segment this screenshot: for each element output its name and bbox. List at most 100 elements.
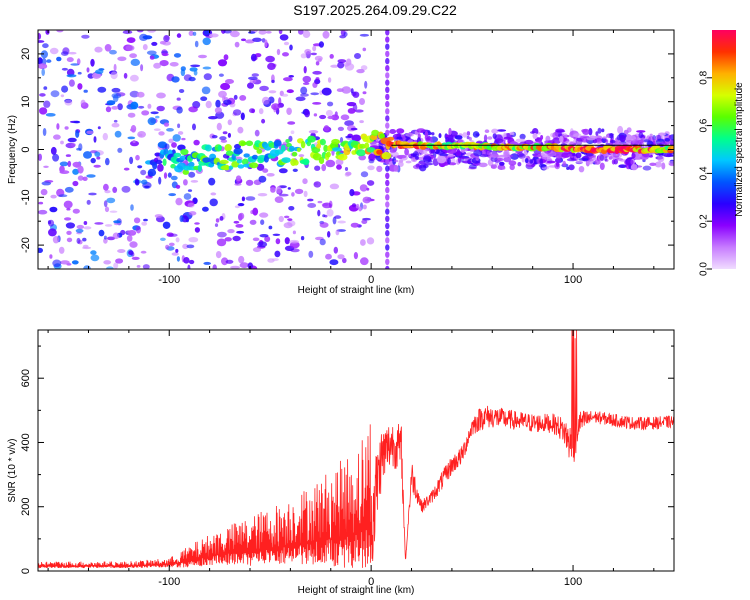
spectrogram-noise-blob <box>344 167 349 171</box>
spectrogram-marker-blob <box>385 244 390 251</box>
spectrogram-noise-blob <box>496 129 507 132</box>
spectrogram-noise-blob <box>103 260 112 265</box>
snr-x-tick-label: 0 <box>368 576 374 588</box>
spectrogram-noise-blob <box>591 157 598 160</box>
spectrogram-noise-blob <box>468 136 472 141</box>
spectrogram-ridge-blob <box>288 145 295 152</box>
spectrogram-noise-blob <box>111 106 119 110</box>
spectrogram-noise-blob <box>448 127 452 136</box>
spectrogram-noise-blob <box>327 101 334 107</box>
spectrogram-noise-blob <box>70 142 76 147</box>
spectrogram-noise-blob <box>125 45 135 51</box>
spectrogram-noise-blob <box>129 90 140 98</box>
spectrogram-noise-blob <box>113 63 117 72</box>
spectrogram-noise-blob <box>257 193 268 197</box>
spectrogram-noise-blob <box>321 164 327 172</box>
spectrogram-noise-blob <box>38 33 42 40</box>
spectrogram-noise-blob <box>503 149 510 158</box>
spectrogram-noise-blob <box>39 93 46 97</box>
spectrogram-noise-blob <box>284 215 290 219</box>
spectrogram-noise-blob <box>524 139 534 145</box>
spectrogram-ridge-blob <box>231 161 240 168</box>
spectrogram-noise-blob <box>102 132 109 141</box>
spectrogram-noise-blob <box>88 192 97 196</box>
snr-x-axis-label: Height of straight line (km) <box>298 585 415 596</box>
spectrogram-noise-blob <box>389 129 397 134</box>
spectrogram-noise-blob <box>38 209 48 215</box>
spectrogram-noise-blob <box>405 132 415 137</box>
spectrogram-noise-blob <box>98 229 105 237</box>
spectrogram-noise-blob <box>58 246 65 254</box>
spectrogram-noise-blob <box>494 138 504 144</box>
spectrogram-noise-blob <box>404 148 409 156</box>
spectrogram-noise-blob <box>352 203 356 208</box>
spectrogram-noise-blob <box>332 216 337 225</box>
spectrogram-noise-blob <box>67 137 77 143</box>
spectrogram-noise-blob <box>312 45 317 52</box>
spectrogram-noise-blob <box>60 94 65 98</box>
spectrogram-noise-blob <box>597 127 602 134</box>
spectrogram-noise-blob <box>312 70 322 75</box>
spectrogram-noise-blob <box>323 125 330 132</box>
spectrogram-noise-blob <box>566 158 577 162</box>
spectrogram-noise-blob <box>130 74 139 82</box>
spectrogram-noise-blob <box>307 203 317 208</box>
spectrogram-marker-blob <box>385 230 390 237</box>
spectrogram-noise-blob <box>49 47 59 55</box>
spectrogram-noise-blob <box>215 251 222 259</box>
spectrogram-noise-blob <box>93 164 101 168</box>
spectrogram-noise-blob <box>555 158 562 163</box>
spectrogram-ridge-blob <box>154 152 161 157</box>
spectrogram-noise-blob <box>177 123 181 129</box>
spectrogram-noise-blob <box>38 63 48 70</box>
spectrogram-noise-blob <box>343 31 348 37</box>
spectrogram-noise-blob <box>276 186 282 194</box>
spectrogram-noise-blob <box>322 202 332 209</box>
spectrogram-ridge-blob <box>307 135 316 143</box>
spectrogram-noise-blob <box>43 100 51 108</box>
spectrogram-noise-blob <box>350 88 354 94</box>
spectrogram-noise-blob <box>90 250 97 255</box>
spectrogram-ridge-blob <box>179 155 187 161</box>
spectrogram-noise-blob <box>336 164 342 170</box>
spectrogram-noise-blob <box>65 222 75 229</box>
spectrogram-noise-blob <box>538 164 547 168</box>
spectrogram-noise-blob <box>168 242 175 247</box>
spectrogram-noise-blob <box>110 71 118 80</box>
spectrogram-noise-blob <box>393 164 399 172</box>
spectrogram-noise-blob <box>239 95 247 101</box>
spectrogram-noise-blob <box>106 236 116 241</box>
spectrogram-noise-blob <box>123 167 130 171</box>
spectrogram-noise-blob <box>283 77 293 82</box>
spectrogram-noise-blob <box>45 113 56 117</box>
spectrogram-noise-blob <box>97 86 107 93</box>
spectrogram-noise-blob <box>188 106 198 113</box>
spectrogram-noise-blob <box>632 139 641 145</box>
spectrogram-noise-blob <box>127 136 136 140</box>
spectrogram-x-tick-label: -100 <box>158 274 180 286</box>
spectrogram-marker-blob <box>385 237 390 244</box>
spectrogram-noise-blob <box>83 151 92 159</box>
spectrogram-ridge-blob <box>224 164 230 171</box>
snr-x-tick-label: 100 <box>564 576 582 588</box>
spectrogram-noise-blob <box>322 214 326 218</box>
spectrogram-noise-blob <box>623 129 629 135</box>
spectrogram-noise-blob <box>154 214 163 218</box>
spectrogram-noise-blob <box>103 237 108 244</box>
spectrogram-noise-blob <box>105 106 112 113</box>
spectrogram-noise-blob <box>248 76 258 81</box>
spectrogram-noise-blob <box>260 219 265 225</box>
spectrogram-noise-blob <box>130 204 134 211</box>
spectrogram-noise-blob <box>155 115 160 119</box>
spectrogram-noise-blob <box>147 117 156 126</box>
spectrogram-noise-blob <box>220 139 228 143</box>
snr-panel: -100 0 100 0 200 400 600 Height of straight l… <box>7 329 675 596</box>
spectrogram-ridge-blob <box>281 144 286 152</box>
spectrogram-noise-blob <box>59 170 70 175</box>
spectrogram-ridge-blob <box>300 140 306 149</box>
spectrogram-noise-blob <box>111 87 121 93</box>
spectrogram-noise-blob <box>111 122 120 128</box>
spectrogram-noise-blob <box>63 200 73 209</box>
spectrogram-noise-blob <box>217 59 228 67</box>
